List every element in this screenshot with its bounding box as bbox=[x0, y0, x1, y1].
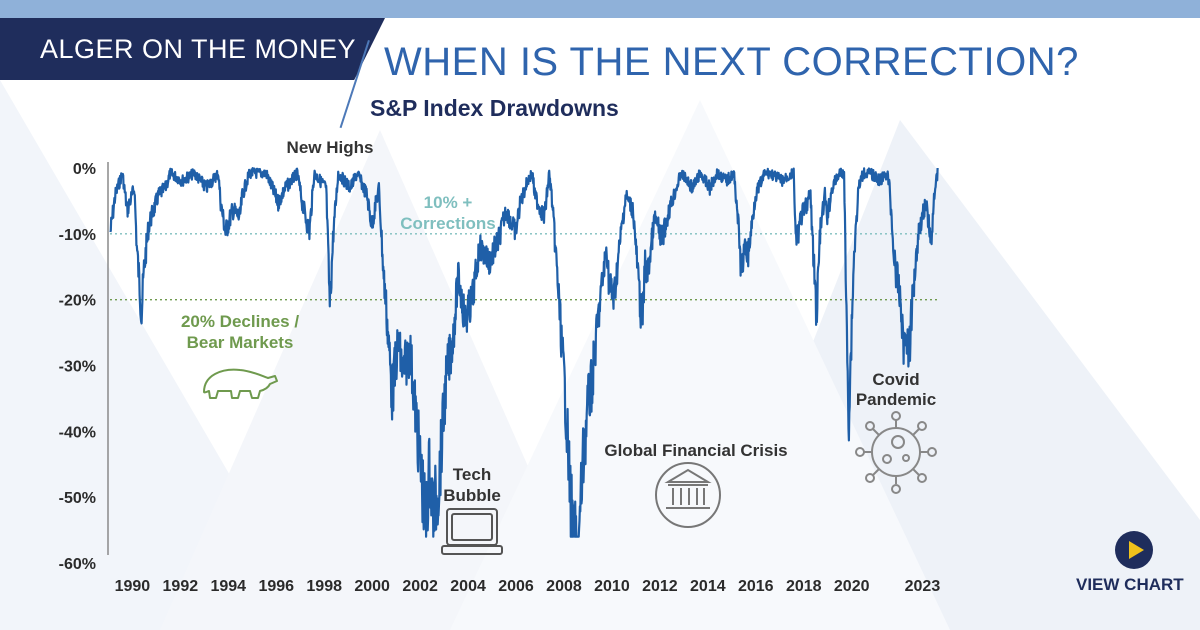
x-tick-label: 1998 bbox=[306, 578, 342, 595]
y-tick-label: -10% bbox=[59, 227, 96, 244]
annotation-covid-line2: Pandemic bbox=[856, 390, 936, 409]
view-chart-link[interactable]: VIEW CHART bbox=[1076, 575, 1184, 594]
x-tick-label: 2014 bbox=[690, 578, 726, 595]
y-tick-label: -30% bbox=[59, 359, 96, 376]
view-chart-play-button[interactable] bbox=[1115, 531, 1153, 569]
x-axis: 1990 1992 1994 1996 1998 2000 2002 2004 2006 2008… bbox=[115, 578, 941, 595]
reference-lines bbox=[110, 233, 940, 301]
x-tick-label: 2008 bbox=[546, 578, 582, 595]
annotation-bear-line2: Bear Markets bbox=[187, 333, 294, 352]
annotation-tech-line1: Tech bbox=[453, 465, 491, 484]
y-tick-label: 0% bbox=[73, 161, 96, 178]
x-tick-label: 2016 bbox=[738, 578, 774, 595]
page-headline: WHEN IS THE NEXT CORRECTION? bbox=[384, 40, 1079, 84]
x-tick-label: 1990 bbox=[115, 578, 151, 595]
x-tick-label: 2000 bbox=[354, 578, 390, 595]
x-tick-label: 2006 bbox=[498, 578, 534, 595]
annotation-corrections-line2: Corrections bbox=[400, 214, 495, 233]
y-tick-label: -40% bbox=[59, 424, 96, 441]
virus-icon bbox=[855, 411, 937, 494]
x-tick-label: 2004 bbox=[450, 578, 486, 595]
x-tick-label: 1992 bbox=[163, 578, 199, 595]
x-tick-label: 2018 bbox=[786, 578, 822, 595]
bear-icon bbox=[203, 368, 278, 399]
brand-title: ALGER ON THE MONEY bbox=[40, 34, 357, 64]
x-tick-label: 1994 bbox=[210, 578, 246, 595]
brand-banner bbox=[0, 18, 385, 80]
annotation-corrections-line1: 10% + bbox=[424, 193, 473, 212]
annotation-gfc: Global Financial Crisis bbox=[604, 441, 787, 460]
bank-building-icon bbox=[655, 462, 721, 528]
top-accent-strip bbox=[0, 0, 1200, 18]
series-line-drawdown bbox=[109, 167, 939, 538]
annotation-new-highs: New Highs bbox=[287, 138, 374, 157]
x-tick-label: 1996 bbox=[258, 578, 294, 595]
x-tick-label: 2002 bbox=[402, 578, 438, 595]
annotation-tech-line2: Bubble bbox=[443, 486, 501, 505]
y-axis: 0% -10% -20% -30% -40% -50% -60% bbox=[59, 161, 109, 573]
x-tick-label: 2023 bbox=[905, 578, 941, 595]
x-tick-label: 2010 bbox=[594, 578, 630, 595]
computer-icon bbox=[441, 508, 503, 555]
x-tick-label: 2012 bbox=[642, 578, 678, 595]
chart-title: S&P Index Drawdowns bbox=[370, 95, 619, 121]
x-tick-label: 2020 bbox=[834, 578, 870, 595]
annotation-covid-line1: Covid bbox=[872, 370, 919, 389]
y-tick-label: -50% bbox=[59, 490, 96, 507]
y-tick-label: -60% bbox=[59, 556, 96, 573]
y-tick-label: -20% bbox=[59, 293, 96, 310]
annotation-bear-line1: 20% Declines / bbox=[181, 312, 299, 331]
